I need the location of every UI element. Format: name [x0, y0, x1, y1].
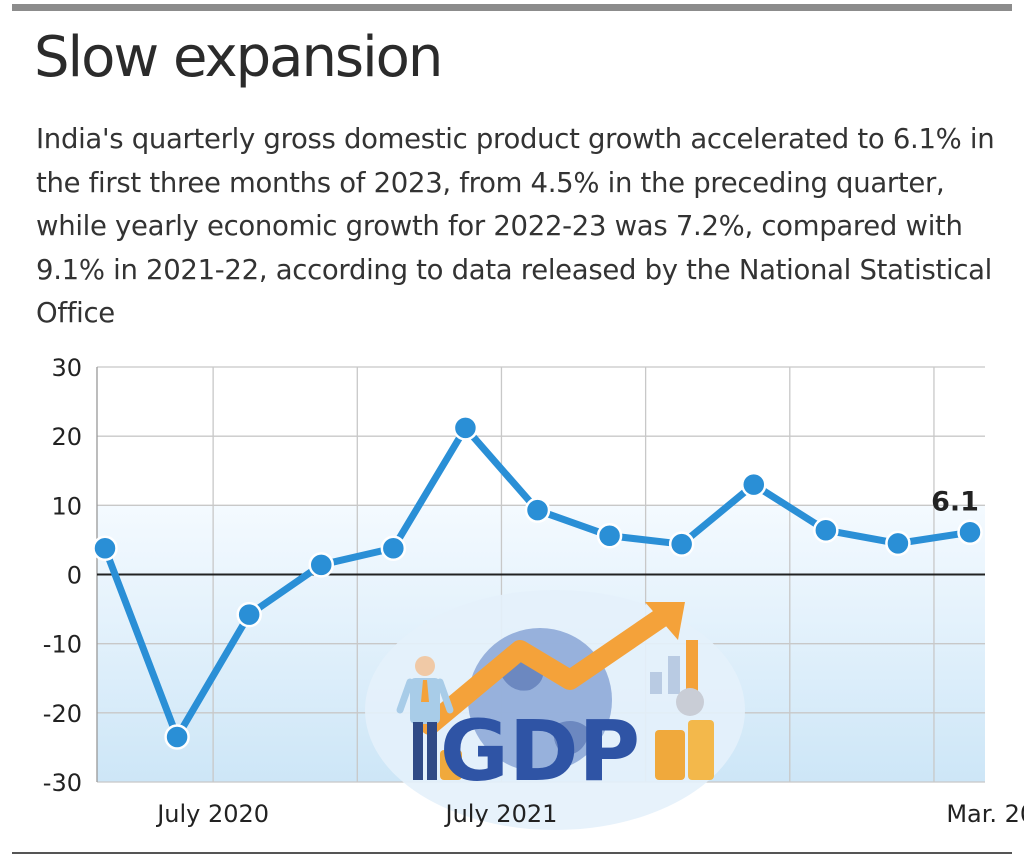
mini-bar-icon — [686, 640, 698, 694]
data-point — [92, 535, 118, 561]
data-point — [596, 523, 623, 549]
globe-continents — [495, 652, 590, 755]
data-point — [308, 552, 334, 578]
gdp-illustration-text: GDP — [440, 702, 640, 800]
businessman-figure — [396, 656, 454, 780]
data-point — [813, 517, 839, 543]
top-rule — [12, 4, 1012, 11]
y-tick-label: -30 — [43, 769, 82, 797]
y-tick-label: 30 — [51, 354, 82, 382]
data-point — [957, 519, 983, 546]
gdp-line-chart: GDP 30 20 10 0 -10 -20 -30 July 2020 July 2021 Ma… — [43, 354, 1024, 830]
x-tick-label: July 2020 — [155, 800, 269, 828]
data-point — [452, 415, 479, 441]
chart-description: India's quarterly gross domestic product… — [36, 123, 995, 329]
data-point — [668, 531, 695, 557]
mini-bar-icon — [668, 656, 680, 694]
gdp-illustration: GDP — [365, 590, 745, 830]
data-point — [885, 530, 911, 557]
mini-bar-icon — [650, 672, 662, 694]
y-tick-label: 0 — [67, 562, 82, 590]
data-point — [380, 535, 407, 561]
data-point — [164, 724, 190, 750]
coin-stack-icon — [440, 688, 714, 780]
arrow-head-icon — [645, 602, 685, 640]
data-point — [741, 471, 767, 498]
x-tick-label: July 2021 — [444, 800, 558, 828]
data-label: 6.1 — [931, 486, 979, 517]
y-tick-label: -20 — [43, 700, 82, 728]
y-tick-label: 10 — [51, 492, 82, 520]
y-tick-label: 20 — [51, 423, 82, 451]
bottom-rule — [12, 852, 1012, 854]
x-tick-label: Mar. 2023 — [946, 800, 1024, 828]
data-point — [236, 601, 262, 628]
page-title: Slow expansion — [34, 25, 443, 90]
growth-arrow-icon — [420, 605, 675, 735]
y-tick-label: -10 — [43, 631, 82, 659]
data-point — [524, 497, 551, 523]
